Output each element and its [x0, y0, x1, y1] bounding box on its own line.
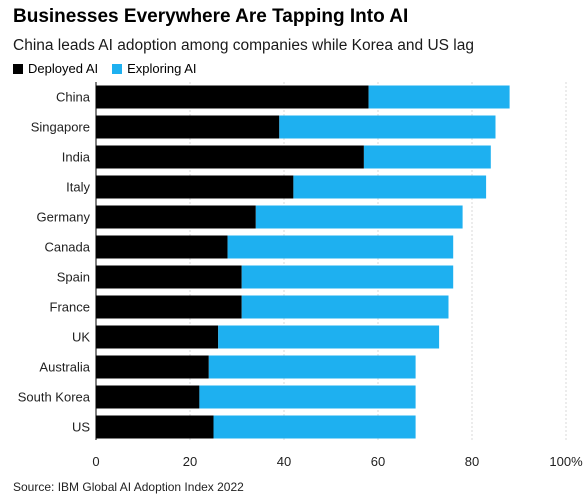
- bar-deployed: [96, 205, 256, 229]
- bar-exploring: [218, 325, 440, 349]
- bar-exploring: [227, 235, 454, 259]
- bar-exploring: [208, 355, 416, 379]
- x-tick-label: 60: [371, 454, 385, 469]
- bar-exploring: [213, 415, 416, 439]
- legend-swatch-exploring: [112, 63, 123, 74]
- bar-deployed: [96, 265, 242, 289]
- bar-exploring: [279, 115, 496, 139]
- category-label: Germany: [37, 210, 91, 225]
- bar-exploring: [199, 385, 416, 409]
- x-tick-label: 20: [183, 454, 197, 469]
- bar-exploring: [255, 205, 463, 229]
- category-label: South Korea: [18, 390, 91, 405]
- category-label: US: [72, 420, 90, 435]
- bar-deployed: [96, 85, 369, 109]
- bar-exploring: [241, 265, 454, 289]
- x-tick-label: 80: [465, 454, 479, 469]
- bar-deployed: [96, 415, 214, 439]
- legend-item-deployed: Deployed AI: [13, 61, 98, 76]
- legend-label-deployed: Deployed AI: [28, 61, 99, 76]
- bar-deployed: [96, 385, 200, 409]
- category-label: Canada: [44, 240, 90, 255]
- chart-subtitle: China leads AI adoption among companies …: [13, 37, 474, 54]
- bar-exploring: [363, 145, 491, 169]
- bar-exploring: [368, 85, 510, 109]
- category-label: UK: [72, 330, 90, 345]
- legend-item-exploring: Exploring AI: [112, 61, 196, 76]
- category-label: China: [56, 90, 91, 105]
- bar-deployed: [96, 145, 364, 169]
- x-tick-label: 100%: [549, 454, 583, 469]
- chart-title: Businesses Everywhere Are Tapping Into A…: [13, 6, 409, 27]
- bar-deployed: [96, 115, 280, 139]
- bar-deployed: [96, 175, 294, 199]
- bar-deployed: [96, 355, 209, 379]
- bar-exploring: [293, 175, 487, 199]
- x-tick-label: 0: [92, 454, 99, 469]
- bar-deployed: [96, 295, 242, 319]
- category-label: France: [50, 300, 90, 315]
- chart-source: Source: IBM Global AI Adoption Index 202…: [13, 480, 244, 494]
- chart-legend: Deployed AI Exploring AI: [13, 61, 210, 76]
- bar-deployed: [96, 325, 219, 349]
- category-label: Spain: [57, 270, 90, 285]
- category-label: Singapore: [31, 120, 90, 135]
- category-label: India: [62, 150, 91, 165]
- legend-label-exploring: Exploring AI: [127, 61, 197, 76]
- legend-swatch-deployed: [13, 63, 23, 74]
- category-label: Australia: [39, 360, 90, 375]
- bar-deployed: [96, 235, 228, 259]
- category-label: Italy: [66, 180, 90, 195]
- bar-exploring: [241, 295, 449, 319]
- x-tick-label: 40: [277, 454, 291, 469]
